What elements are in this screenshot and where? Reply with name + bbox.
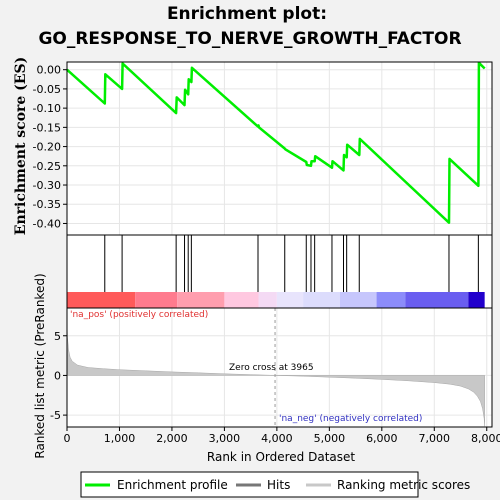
legend-ranking-metric: Ranking metric scores [337,478,470,492]
x-tick-label: 2,000 [156,432,188,445]
colorbar-segment [258,292,277,308]
es-tick-label: 0.00 [37,64,62,77]
chart-title-line1: Enrichment plot: [167,4,327,24]
legend-hits: Hits [267,478,290,492]
es-plot-area [67,62,492,235]
hits-plot-area [67,235,492,292]
colorbar-segment [376,292,406,308]
legend: Enrichment profile Hits Ranking metric s… [80,471,470,498]
chart-title-line2: GO_RESPONSE_TO_NERVE_GROWTH_FACTOR [38,29,461,49]
metric-tick-label: 0 [54,369,61,382]
legend-enrichment-profile: Enrichment profile [117,478,228,492]
es-tick-label: -0.40 [33,217,61,230]
zero-cross-label: Zero cross at 3965 [229,363,314,373]
colorbar-segment [303,292,340,308]
colorbar-segment [67,292,136,308]
x-tick-label: 1,000 [104,432,136,445]
metric-tick-label: 5 [54,330,61,343]
x-tick-label: 5,000 [314,432,346,445]
x-axis-label: Rank in Ordered Dataset [207,450,355,464]
es-tick-label: -0.20 [33,141,61,154]
metric-plot-border [66,307,493,428]
colorbar-segment [276,292,304,308]
es-tick-label: -0.25 [33,160,61,173]
x-tick-label: 0 [64,432,71,445]
es-axis-label: Enrichment score (ES) [13,57,29,235]
es-tick-label: -0.10 [33,102,61,115]
colorbar-segment [224,292,259,308]
metric-axis-label: Ranked list metric (PreRanked) [33,273,47,458]
positive-correlation-label: 'na_pos' (positively correlated) [70,310,208,320]
negative-correlation-label: 'na_neg' (negatively correlated) [279,414,422,424]
colorbar-segment [468,292,485,308]
ranking-metric-area [66,321,485,427]
metric-panel: 50-50 1,000 2,000 3,000 4,000 5,000 6,000 7,000… [50,307,500,445]
es-panel: 0.00 -0.05 -0.10 -0.15 -0.20 -0.25 -0.30 -0.35 -… [33,61,493,236]
metric-tick-label: -5 [50,409,61,422]
metric-plot-area [67,308,492,427]
hits-panel [67,235,492,292]
colorbar-segment [405,292,469,308]
x-tick-label: 7,000 [419,432,451,445]
enrichment-profile-line [66,61,486,224]
colorbar-segment [135,292,178,308]
x-tick-label: 3,000 [209,432,241,445]
x-tick-label: 4,000 [261,432,293,445]
es-tick-label: -0.35 [33,198,61,211]
colorbar-segment [177,292,225,308]
colorbar-segment [339,292,377,308]
es-tick-label: -0.05 [33,83,61,96]
rank-colorbar [66,234,493,309]
es-tick-label: -0.30 [33,179,61,192]
es-tick-label: -0.15 [33,121,61,134]
x-tick-label: 8,000 [471,432,500,445]
x-tick-label: 6,000 [366,432,398,445]
